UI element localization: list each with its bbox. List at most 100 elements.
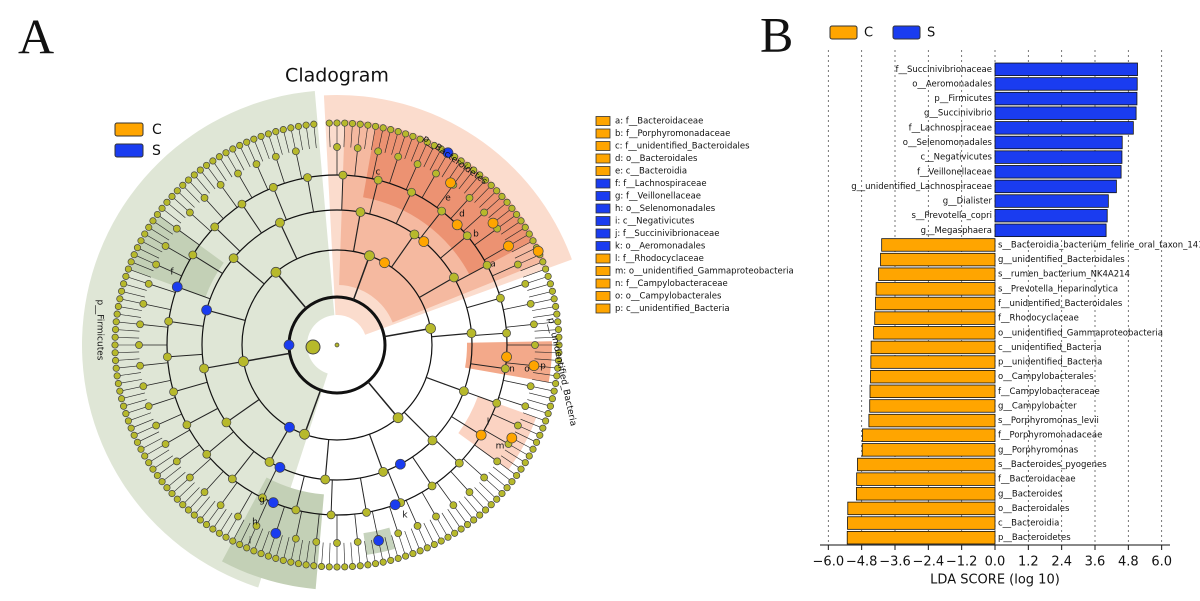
clade-node <box>139 382 148 391</box>
clade-node <box>502 328 511 338</box>
clade-node <box>333 119 341 127</box>
clade-branch <box>275 131 283 155</box>
clade-node <box>291 534 300 543</box>
clade-node <box>513 471 521 480</box>
clade-branch <box>232 519 245 542</box>
bar <box>875 296 996 311</box>
clade-node <box>272 554 280 562</box>
clade-node <box>164 316 174 326</box>
clade-node <box>418 236 430 247</box>
clade-node <box>333 539 341 547</box>
clade-node <box>283 339 295 351</box>
clade-node <box>152 421 160 430</box>
clade-branch <box>295 511 303 539</box>
clade-node <box>500 364 510 374</box>
legend-item: c: f__unidentified_Bacteroidales <box>615 142 750 152</box>
bar <box>869 399 996 413</box>
x-tick-label: 6.0 <box>1151 555 1172 570</box>
clade-node <box>437 537 445 545</box>
bar <box>994 208 1108 223</box>
clade-branch <box>497 461 517 476</box>
clade-node <box>210 222 220 232</box>
clade-branch <box>206 309 246 321</box>
bar <box>875 282 996 296</box>
clade-branch <box>298 126 303 151</box>
clade-branch <box>268 426 291 463</box>
clade-node <box>264 457 275 467</box>
clade-node <box>532 245 544 257</box>
clade-node <box>371 560 380 568</box>
category-label: p__unidentified_Bacteria <box>998 358 1102 368</box>
clade-branch <box>246 142 257 165</box>
clade-branch <box>525 276 549 285</box>
clade-node <box>493 187 501 195</box>
clade-node <box>529 237 537 245</box>
clade-node <box>122 410 130 418</box>
category-label: f__Campylobacteraceae <box>998 387 1100 397</box>
clade-node <box>532 438 541 446</box>
clade-branch <box>144 233 166 247</box>
bar <box>868 413 996 428</box>
clade-branch <box>260 530 270 554</box>
clade-node <box>552 379 560 388</box>
clade-branch <box>450 197 470 219</box>
clade-branch <box>140 362 168 367</box>
clade-branch <box>391 535 399 559</box>
clade-branch <box>479 190 497 208</box>
clade-branch <box>431 332 472 338</box>
clade-node <box>173 187 181 195</box>
clade-node <box>513 210 521 219</box>
clade-node <box>373 175 383 185</box>
clade-node <box>149 465 157 473</box>
clade-node <box>550 295 558 303</box>
legend-swatch <box>595 116 611 126</box>
clade-branch <box>483 196 503 213</box>
clade-branch <box>125 276 149 285</box>
clade-node <box>394 529 403 538</box>
clade-branch <box>364 125 369 149</box>
clade-node <box>542 265 550 273</box>
x-tick-label: 0.0 <box>985 555 1006 570</box>
clade-node <box>179 501 187 509</box>
clade-branch <box>243 352 290 363</box>
clade-node <box>449 272 459 283</box>
clade-branch <box>429 148 442 171</box>
clade-node <box>355 207 366 217</box>
clade-node <box>153 210 161 219</box>
clade-branch <box>305 125 310 149</box>
clade-node <box>493 457 502 466</box>
clade-branch <box>118 306 143 311</box>
clade-node <box>209 525 217 533</box>
category-label: s__Porphyromonas_levii <box>998 416 1099 426</box>
clade-node <box>257 550 265 558</box>
clade-branch <box>241 203 262 234</box>
bar <box>994 165 1122 179</box>
x-tick-label: 2.4 <box>1051 555 1072 570</box>
category-label: c__Negativicutes <box>920 153 992 163</box>
clade-branch <box>272 187 287 221</box>
clade-node <box>310 562 318 570</box>
category-label: s__Prevotella_heparinolytica <box>998 284 1118 294</box>
category-label: o__unidentified_Gammaproteobacteria <box>998 328 1163 338</box>
clade-node <box>481 176 490 184</box>
clade-branch <box>418 276 455 299</box>
clade-node <box>480 473 488 482</box>
clade-branch <box>203 360 244 370</box>
clade-branch <box>253 139 264 162</box>
clade-node <box>470 516 478 524</box>
clade-node <box>113 310 121 318</box>
clade-branch <box>450 471 470 493</box>
clade-node <box>432 169 440 178</box>
clade-node <box>379 558 387 566</box>
clade-branch <box>404 136 414 160</box>
clade-branch <box>483 477 503 494</box>
clade-branch <box>466 297 501 309</box>
clade-node <box>517 217 525 225</box>
clade-node <box>554 325 563 334</box>
clade-node <box>387 556 395 564</box>
clade-branch <box>140 437 163 450</box>
clade-branch <box>134 254 157 265</box>
clade-node <box>454 458 464 468</box>
clade-node <box>416 135 424 143</box>
clade-node <box>457 157 465 165</box>
